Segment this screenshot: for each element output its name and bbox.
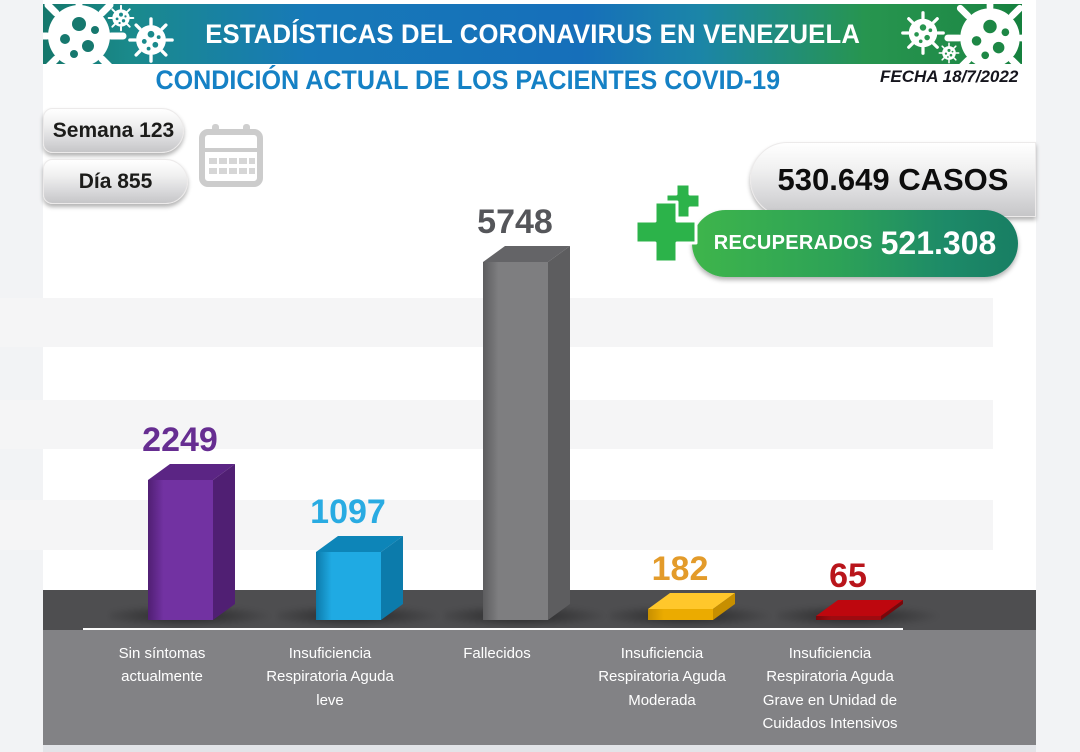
bar-front-face-fallecidos [483, 262, 548, 620]
axis-baseline [83, 628, 903, 630]
bar-side-face-fallecidos [548, 246, 570, 620]
bar-value-sin-s-ntomas: 2249 [142, 421, 218, 459]
calendar-icon [199, 124, 263, 187]
bar-front-face-insuficiencia [316, 552, 381, 620]
category-label-insuficiencia: Insuficiencia Respiratoria Aguda Moderad… [598, 645, 726, 709]
bar-value-insuficiencia: 182 [651, 550, 709, 588]
recovered-label: RECUPERADOS [713, 232, 873, 254]
category-label-sin-s-ntomas: Sin síntomas actualmente [118, 645, 206, 686]
title-banner: ESTADÍSTICAS DEL CORONAVIRUS EN VENEZUEL… [43, 4, 1022, 64]
recovered-badge: RECUPERADOS 521.308 [692, 210, 1018, 277]
bar-side-face-insuficiencia [381, 536, 403, 620]
bar-top-face-insuficiencia [648, 593, 735, 609]
bar-side-face-sin-s-ntomas [213, 464, 235, 620]
week-badge: Semana 123 [43, 108, 184, 153]
category-label-band [43, 630, 1036, 745]
day-badge: Día 855 [43, 159, 188, 204]
date-label: FECHA 18/7/2022 [880, 67, 1019, 86]
bar-top-face-insuficiencia [816, 600, 903, 616]
bar-top-face-sin-s-ntomas [148, 464, 235, 480]
bar-value-fallecidos: 5748 [477, 203, 553, 241]
category-label-insuficiencia: Insuficiencia Respiratoria Aguda leve [266, 645, 394, 709]
bottom-strip [43, 745, 1036, 752]
category-label-fallecidos: Fallecidos [463, 645, 531, 662]
category-label-insuficiencia: Insuficiencia Respiratoria Aguda Grave e… [762, 645, 898, 732]
bar-value-insuficiencia: 65 [829, 557, 867, 595]
bar-top-face-fallecidos [483, 246, 570, 262]
bar-top-face-insuficiencia [316, 536, 403, 552]
total-cases-badge: 530.649 CASOS [750, 142, 1036, 217]
recovered-value: 521.308 [880, 225, 997, 261]
bar-front-face-insuficiencia [648, 609, 713, 620]
page-title: ESTADÍSTICAS DEL CORONAVIRUS EN VENEZUEL… [205, 18, 860, 49]
bar-front-face-insuficiencia [816, 616, 881, 620]
bar-front-face-sin-s-ntomas [148, 480, 213, 620]
chart-title: CONDICIÓN ACTUAL DE LOS PACIENTES COVID-… [155, 65, 781, 95]
bar-value-insuficiencia: 1097 [310, 493, 386, 531]
medical-cross-icon [634, 182, 702, 264]
